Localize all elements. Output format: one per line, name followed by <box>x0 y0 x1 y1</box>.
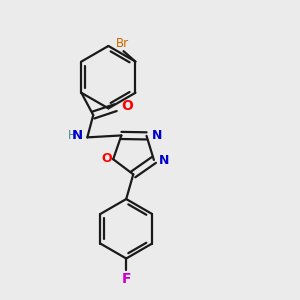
Text: O: O <box>101 152 112 165</box>
Text: N: N <box>159 154 170 167</box>
Text: Br: Br <box>116 37 129 50</box>
Text: N: N <box>152 129 162 142</box>
Text: N: N <box>72 129 83 142</box>
Text: H: H <box>68 129 77 142</box>
Text: F: F <box>122 272 131 286</box>
Text: O: O <box>121 99 133 113</box>
